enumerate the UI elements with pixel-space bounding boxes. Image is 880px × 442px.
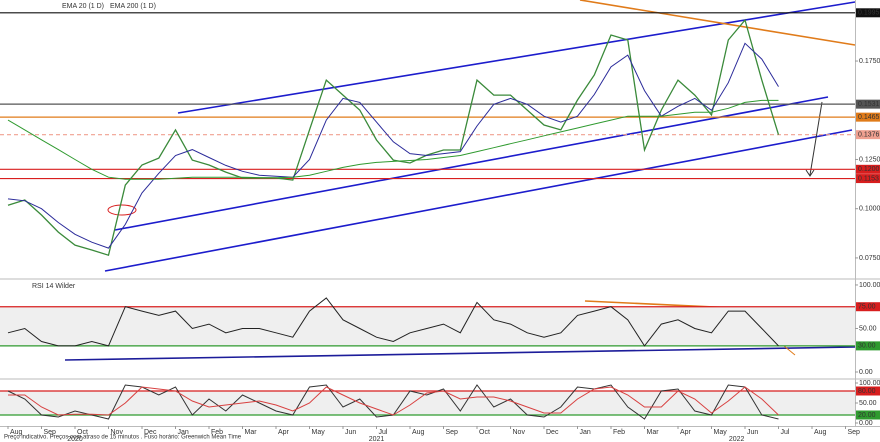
- level-label-box: [856, 386, 880, 396]
- x-tick-label: Apr: [278, 429, 290, 436]
- x-tick-label: Mar: [245, 429, 258, 436]
- level-label: 0.1531: [858, 101, 880, 108]
- footer-note: Preço indicativo. Preços com atraso de 1…: [4, 435, 242, 441]
- level-label: 75.00: [858, 304, 876, 311]
- y-tick-label: 100.00: [859, 380, 880, 387]
- level-label-box: [856, 410, 880, 420]
- y-tick-label: 0.00: [859, 420, 873, 427]
- trend-lines: [64, 0, 856, 361]
- y-tick-label: 0.1000: [859, 206, 880, 213]
- level-label: 20.00: [858, 412, 876, 419]
- level-label: 0.1200: [858, 166, 880, 173]
- x-tick-label: Dec: [546, 429, 559, 436]
- level-label: 0.1465: [858, 114, 880, 121]
- level-label-box: [856, 164, 880, 174]
- x-tick-label: Jan: [178, 429, 189, 436]
- level-label-box: [856, 341, 880, 351]
- series-line: [7, 99, 779, 180]
- x-tick-label: Feb: [211, 429, 223, 436]
- x-tick-label: Jul: [781, 429, 790, 436]
- x-tick-label: Dec: [144, 429, 157, 436]
- x-tick-label: Aug: [10, 429, 23, 436]
- year-label: 2022: [729, 436, 745, 442]
- x-tick-label: Jun: [747, 429, 758, 436]
- y-tick-label: 50.00: [859, 400, 877, 407]
- x-tick-label: Sep: [44, 429, 57, 436]
- level-label-box: [856, 99, 880, 109]
- x-tick-label: Apr: [680, 429, 692, 436]
- series-line: [8, 386, 779, 416]
- x-tick-label: Oct: [77, 429, 88, 436]
- x-tick-label: Jan: [580, 429, 591, 436]
- x-tick-label: Jul: [379, 429, 388, 436]
- x-tick-label: Aug: [814, 429, 827, 436]
- x-tick-label: Nov: [111, 429, 124, 436]
- band-fill: [0, 306, 855, 346]
- level-label-box: [856, 302, 880, 312]
- level-label: 0.1995: [858, 10, 880, 17]
- series-line: [7, 18, 780, 257]
- x-tick-label: Sep: [446, 429, 459, 436]
- x-tick-label: Aug: [412, 429, 425, 436]
- level-label-box: [856, 130, 880, 140]
- x-tick-label: May: [714, 429, 728, 436]
- year-label: 2020: [67, 436, 83, 442]
- y-tick-label: 100.00: [859, 282, 880, 289]
- legend-entry: RSI 14 Wilder: [32, 283, 76, 290]
- y-tick-label: 0.0750: [859, 255, 880, 262]
- x-tick-label: Jun: [345, 429, 356, 436]
- level-label: 30.00: [858, 343, 876, 350]
- series-line: [7, 42, 779, 249]
- x-tick-label: Mar: [647, 429, 660, 436]
- level-label: 0.1376: [858, 132, 880, 139]
- x-tick-label: May: [312, 429, 326, 436]
- legend-entry: EMA 20 (1 D): [62, 3, 104, 10]
- level-label: 80.00: [858, 388, 876, 395]
- x-tick-label: Nov: [513, 429, 526, 436]
- legend-entry: EMA 200 (1 D): [110, 3, 156, 10]
- x-tick-label: Oct: [479, 429, 490, 436]
- level-label-box: [856, 8, 880, 18]
- x-tick-label: Sep: [848, 429, 861, 436]
- y-tick-label: 0.1750: [859, 58, 880, 65]
- level-label-box: [856, 112, 880, 122]
- series-line: [7, 297, 779, 347]
- level-label-box: [856, 174, 880, 184]
- year-label: 2021: [369, 436, 385, 442]
- y-tick-label: 0.00: [859, 369, 873, 376]
- x-tick-label: Feb: [613, 429, 625, 436]
- y-tick-label: 50.00: [859, 325, 877, 332]
- level-label: 0.1153: [858, 175, 879, 182]
- y-tick-label: 0.1250: [859, 156, 880, 163]
